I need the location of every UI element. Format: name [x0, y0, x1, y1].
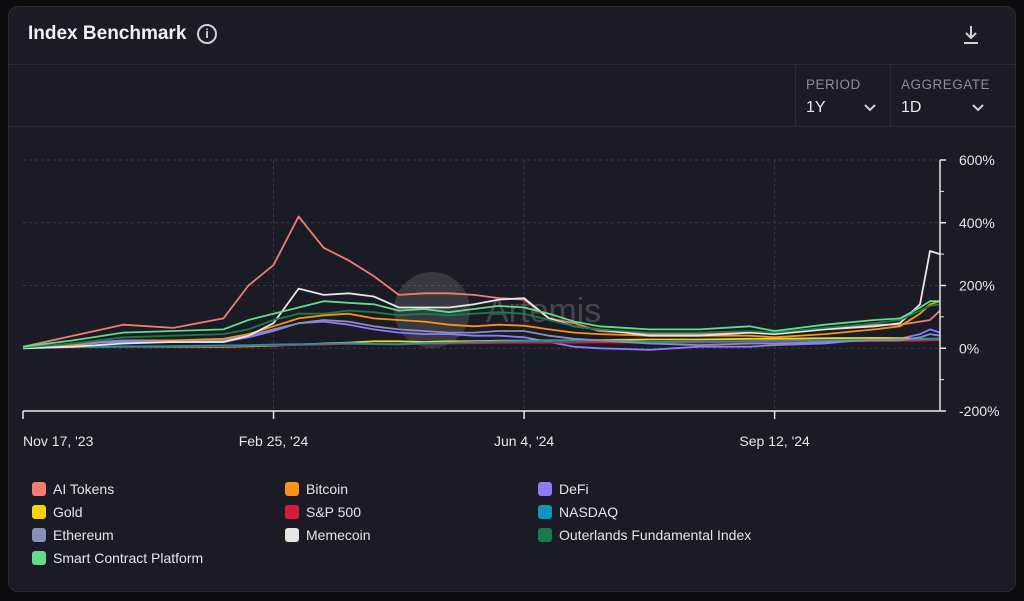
legend-label: DeFi	[559, 481, 589, 497]
chart-axes: 600% 400% 200% 0% -200% Nov 17, '23 Feb 25, '2…	[22, 152, 999, 449]
y-tick-label: -200%	[959, 403, 999, 419]
legend-swatch	[32, 551, 46, 565]
legend-label: Gold	[53, 504, 83, 520]
series-line-nasdaq[interactable]	[22, 337, 941, 349]
legend-label: NASDAQ	[559, 504, 619, 520]
legend-swatch	[285, 505, 299, 519]
aggregate-label: AGGREGATE	[901, 77, 991, 92]
legend-label: AI Tokens	[53, 481, 115, 497]
legend-item[interactable]: Smart Contract Platform	[32, 548, 203, 568]
series-lines	[22, 215, 941, 351]
legend-swatch	[32, 505, 46, 519]
y-tick-label: 0%	[959, 340, 979, 356]
chart-legend: AI Tokens Bitcoin DeFi Gold S&P 500 NASDAQ Eth…	[9, 473, 1015, 583]
x-tick-label: Sep 12, '24	[739, 433, 810, 449]
legend-label: Memecoin	[306, 527, 371, 543]
legend-label: S&P 500	[306, 504, 362, 520]
legend-item[interactable]: S&P 500	[285, 502, 361, 522]
legend-swatch	[538, 505, 552, 519]
x-tick-label: Jun 4, '24	[494, 433, 554, 449]
x-tick-label: Feb 25, '24	[239, 433, 309, 449]
legend-item[interactable]: AI Tokens	[32, 479, 114, 499]
legend-label: Bitcoin	[306, 481, 349, 497]
y-tick-label: 400%	[959, 215, 995, 231]
legend-swatch	[538, 528, 552, 542]
y-tick-label: 200%	[959, 278, 995, 294]
chevron-down-icon	[972, 104, 984, 112]
x-tick-label: Nov 17, '23	[23, 433, 94, 449]
legend-item[interactable]: Outerlands Fundamental Index	[538, 525, 751, 545]
series-line-defi[interactable]	[22, 320, 941, 351]
legend-item[interactable]: NASDAQ	[538, 502, 618, 522]
chevron-down-icon	[864, 104, 876, 112]
legend-swatch	[32, 528, 46, 542]
y-tick-label: 600%	[959, 152, 995, 168]
series-line-outerlands-fundamental-index[interactable]	[22, 303, 941, 349]
download-icon[interactable]	[961, 24, 981, 46]
chart-controls: PERIOD 1Y AGGREGATE 1D	[9, 65, 1015, 127]
period-label: PERIOD	[806, 77, 861, 92]
line-chart[interactable]: Artemis 600%400%200%0%-200%Nov 17, '23 Fe…	[9, 127, 1016, 467]
index-benchmark-card: Index Benchmark i PERIOD 1Y AGGREGATE 1D…	[8, 6, 1016, 592]
period-value: 1Y	[806, 99, 826, 116]
legend-swatch	[285, 528, 299, 542]
series-line-bitcoin[interactable]	[22, 300, 941, 349]
chart-grid	[23, 159, 940, 411]
legend-item[interactable]: Bitcoin	[285, 479, 348, 499]
legend-item[interactable]: Ethereum	[32, 525, 114, 545]
series-line-memecoin[interactable]	[22, 250, 941, 350]
legend-label: Smart Contract Platform	[53, 550, 204, 566]
legend-swatch	[32, 482, 46, 496]
legend-swatch	[285, 482, 299, 496]
aggregate-value: 1D	[901, 99, 922, 116]
aggregate-select[interactable]: AGGREGATE 1D	[890, 65, 998, 126]
info-icon[interactable]: i	[197, 24, 217, 44]
card-title: Index Benchmark	[28, 23, 187, 44]
period-select[interactable]: PERIOD 1Y	[795, 65, 890, 126]
card-header: Index Benchmark i	[9, 7, 1015, 65]
legend-label: Outerlands Fundamental Index	[559, 527, 752, 543]
legend-item[interactable]: Gold	[32, 502, 83, 522]
series-line-smart-contract-platform[interactable]	[22, 300, 940, 348]
legend-item[interactable]: Memecoin	[285, 525, 371, 545]
legend-item[interactable]: DeFi	[538, 479, 589, 499]
legend-label: Ethereum	[53, 527, 114, 543]
legend-swatch	[538, 482, 552, 496]
